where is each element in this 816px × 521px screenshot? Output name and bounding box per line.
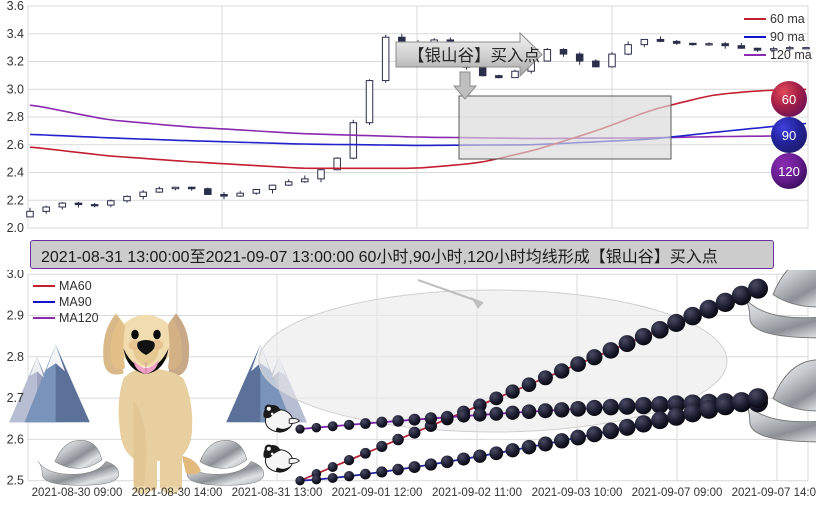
svg-text:2.8: 2.8: [7, 350, 24, 364]
svg-text:2.9: 2.9: [7, 309, 24, 323]
svg-text:2021-09-01 12:00: 2021-09-01 12:00: [332, 487, 423, 499]
svg-text:3.4: 3.4: [7, 27, 24, 41]
svg-text:3.2: 3.2: [7, 55, 24, 69]
svg-text:90: 90: [782, 128, 796, 143]
svg-text:2021-09-03 10:00: 2021-09-03 10:00: [532, 487, 623, 499]
svg-text:2.6: 2.6: [7, 138, 24, 152]
svg-text:2021-08-30 14:00: 2021-08-30 14:00: [132, 487, 223, 499]
svg-text:3.0: 3.0: [7, 270, 24, 281]
svg-text:2021-09-07 09:00: 2021-09-07 09:00: [632, 487, 723, 499]
svg-text:2.5: 2.5: [7, 474, 24, 488]
svg-text:MA90: MA90: [59, 295, 92, 309]
svg-text:MA120: MA120: [59, 311, 99, 325]
svg-text:2.2: 2.2: [7, 193, 24, 207]
svg-text:2.8: 2.8: [7, 110, 24, 124]
svg-text:2021-08-30 09:00: 2021-08-30 09:00: [32, 487, 123, 499]
svg-text:3.0: 3.0: [7, 82, 24, 96]
svg-text:2021-09-07 14:00: 2021-09-07 14:00: [732, 487, 816, 499]
svg-text:【银山谷】买入点: 【银山谷】买入点: [408, 46, 540, 65]
svg-text:60: 60: [782, 92, 796, 107]
svg-text:60 ma: 60 ma: [770, 12, 805, 26]
svg-text:2.4: 2.4: [7, 166, 24, 180]
svg-text:2021-08-31 13:00: 2021-08-31 13:00: [232, 487, 323, 499]
svg-text:2021-09-02 11:00: 2021-09-02 11:00: [432, 487, 522, 499]
svg-text:90 ma: 90 ma: [770, 30, 805, 44]
svg-text:3.6: 3.6: [7, 0, 24, 13]
svg-text:MA60: MA60: [59, 279, 92, 293]
svg-text:120 ma: 120 ma: [770, 48, 812, 62]
svg-text:2.7: 2.7: [7, 391, 24, 405]
svg-text:2.0: 2.0: [7, 221, 24, 235]
svg-text:2.6: 2.6: [7, 432, 24, 446]
svg-text:120: 120: [778, 164, 800, 179]
